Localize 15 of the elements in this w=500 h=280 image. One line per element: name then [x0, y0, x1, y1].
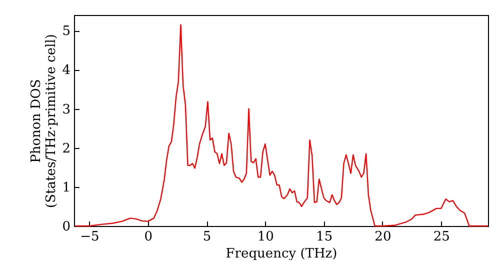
- x-tick-label: 10: [257, 230, 274, 244]
- y-tick-label: 0: [62, 220, 70, 234]
- line-series: [74, 24, 489, 227]
- x-tick-label: 15: [316, 230, 333, 244]
- x-tick-label: 20: [374, 230, 392, 244]
- y-tick-label: 5: [62, 24, 70, 40]
- x-tick-label: 25: [433, 230, 450, 244]
- y-tick-label: 1: [62, 180, 70, 196]
- x-tick-label: −5: [80, 230, 100, 244]
- y-tick-label: 4: [62, 63, 70, 78]
- y-tick-label: 3: [62, 102, 70, 118]
- x-tick-label: 0: [144, 230, 153, 244]
- x-tick-label: 5: [202, 230, 212, 244]
- y-tick-label: 2: [62, 141, 70, 156]
- y-axis-title: Phonon DOS (States/THz·primitive cell): [29, 34, 60, 208]
